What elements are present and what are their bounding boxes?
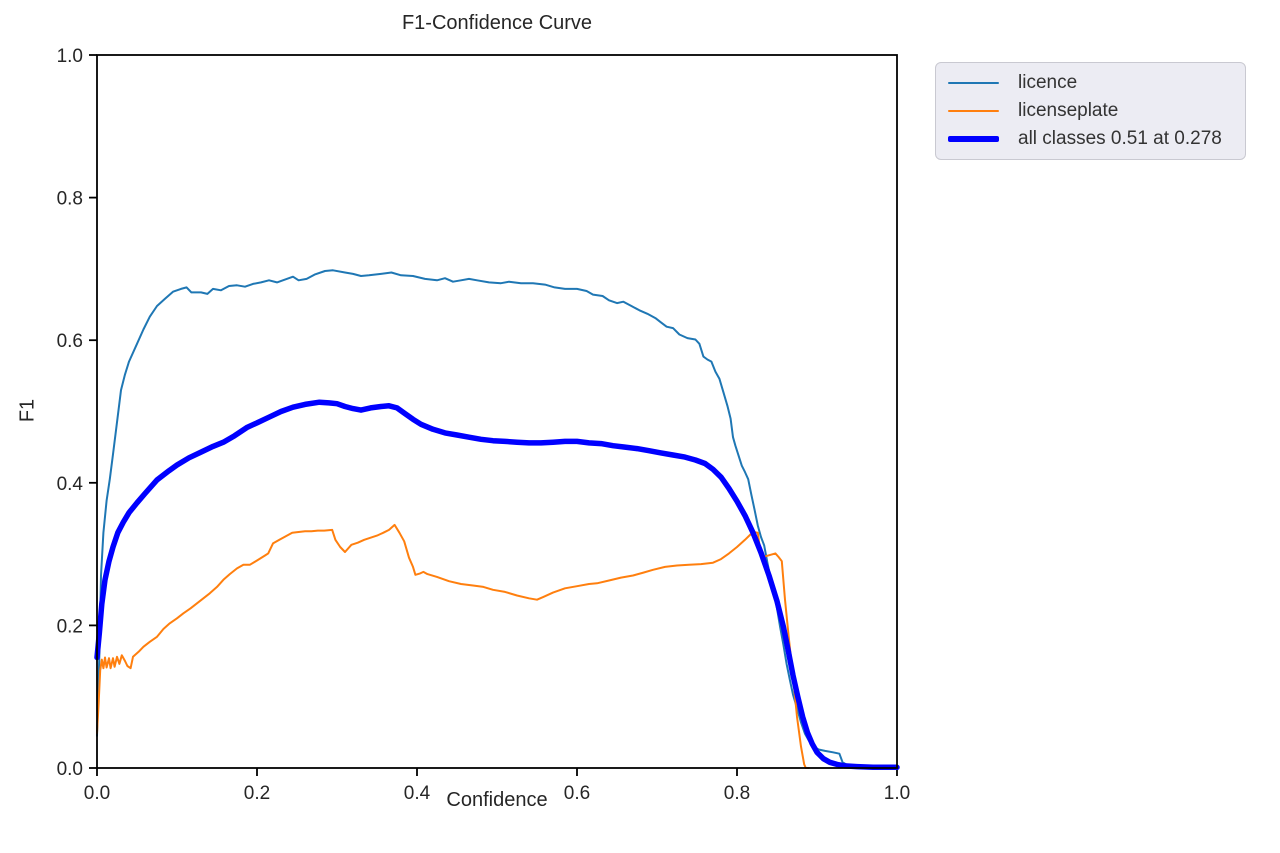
y-tick-label: 0.4 (57, 474, 84, 495)
legend: licence licenseplate all classes 0.51 at… (935, 62, 1246, 160)
series-licence-line (96, 269, 898, 769)
y-tick-label: 0.0 (57, 759, 83, 780)
legend-label-licenseplate: licenseplate (1018, 100, 1119, 121)
y-tick-label: 0.2 (57, 616, 83, 637)
legend-item-all-classes: all classes 0.51 at 0.278 (948, 128, 1233, 150)
y-axis-label: F1 (16, 398, 39, 423)
x-axis-label: Confidence (446, 789, 548, 811)
legend-item-licence: licence (948, 72, 1233, 94)
x-tick-label: 0.0 (84, 783, 110, 804)
legend-line-licenseplate-icon (948, 109, 999, 113)
y-tick-label: 0.8 (57, 189, 83, 210)
x-tick-label: 0.4 (404, 783, 431, 804)
y-tick-label: 1.0 (57, 46, 83, 67)
x-tick-label: 0.2 (244, 783, 270, 804)
y-tick-label: 0.6 (57, 331, 83, 352)
legend-label-licence: licence (1018, 72, 1078, 93)
legend-label-all-classes: all classes 0.51 at 0.278 (1018, 128, 1222, 149)
legend-line-all-classes-icon (948, 136, 999, 142)
x-tick-label: 0.8 (724, 783, 750, 804)
series-licenseplate-line (96, 523, 810, 769)
legend-line-licence-icon (948, 82, 999, 84)
plot-border (96, 54, 898, 769)
series-all-classes-line (94, 399, 900, 771)
chart-title: F1-Confidence Curve (401, 12, 593, 34)
x-tick-label: 0.6 (564, 783, 590, 804)
legend-item-licenseplate: licenseplate (948, 100, 1233, 122)
x-tick-label: 1.0 (884, 783, 910, 804)
